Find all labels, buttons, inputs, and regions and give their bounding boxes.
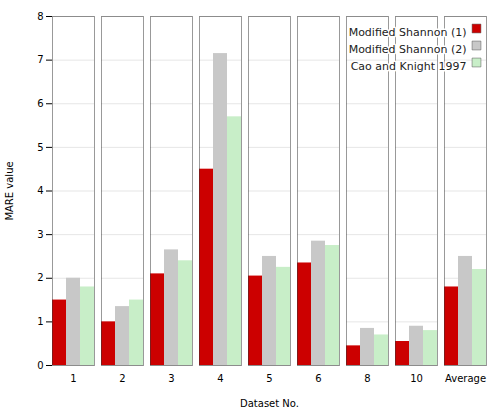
svg-text:1: 1 [37,316,43,327]
svg-text:Average: Average [445,373,486,384]
svg-text:1: 1 [70,373,76,384]
svg-text:5: 5 [37,142,43,153]
svg-text:3: 3 [168,373,174,384]
svg-text:6: 6 [315,373,321,384]
svg-text:Dataset No.: Dataset No. [240,398,299,409]
svg-text:4: 4 [37,185,43,196]
svg-text:5: 5 [266,373,272,384]
svg-text:10: 10 [410,373,423,384]
svg-text:6: 6 [37,98,43,109]
svg-text:Modified Shannon (1): Modified Shannon (1) [349,26,467,39]
svg-text:Cao and Knight 1997: Cao and Knight 1997 [351,60,467,73]
svg-text:Modified Shannon (2): Modified Shannon (2) [349,43,467,56]
svg-text:8: 8 [364,373,370,384]
svg-text:8: 8 [37,11,43,22]
svg-text:2: 2 [37,272,43,283]
svg-text:7: 7 [37,54,43,65]
svg-text:0: 0 [37,360,43,371]
svg-text:MARE value: MARE value [4,161,15,220]
svg-text:3: 3 [37,229,43,240]
svg-text:4: 4 [217,373,223,384]
svg-text:2: 2 [119,373,125,384]
